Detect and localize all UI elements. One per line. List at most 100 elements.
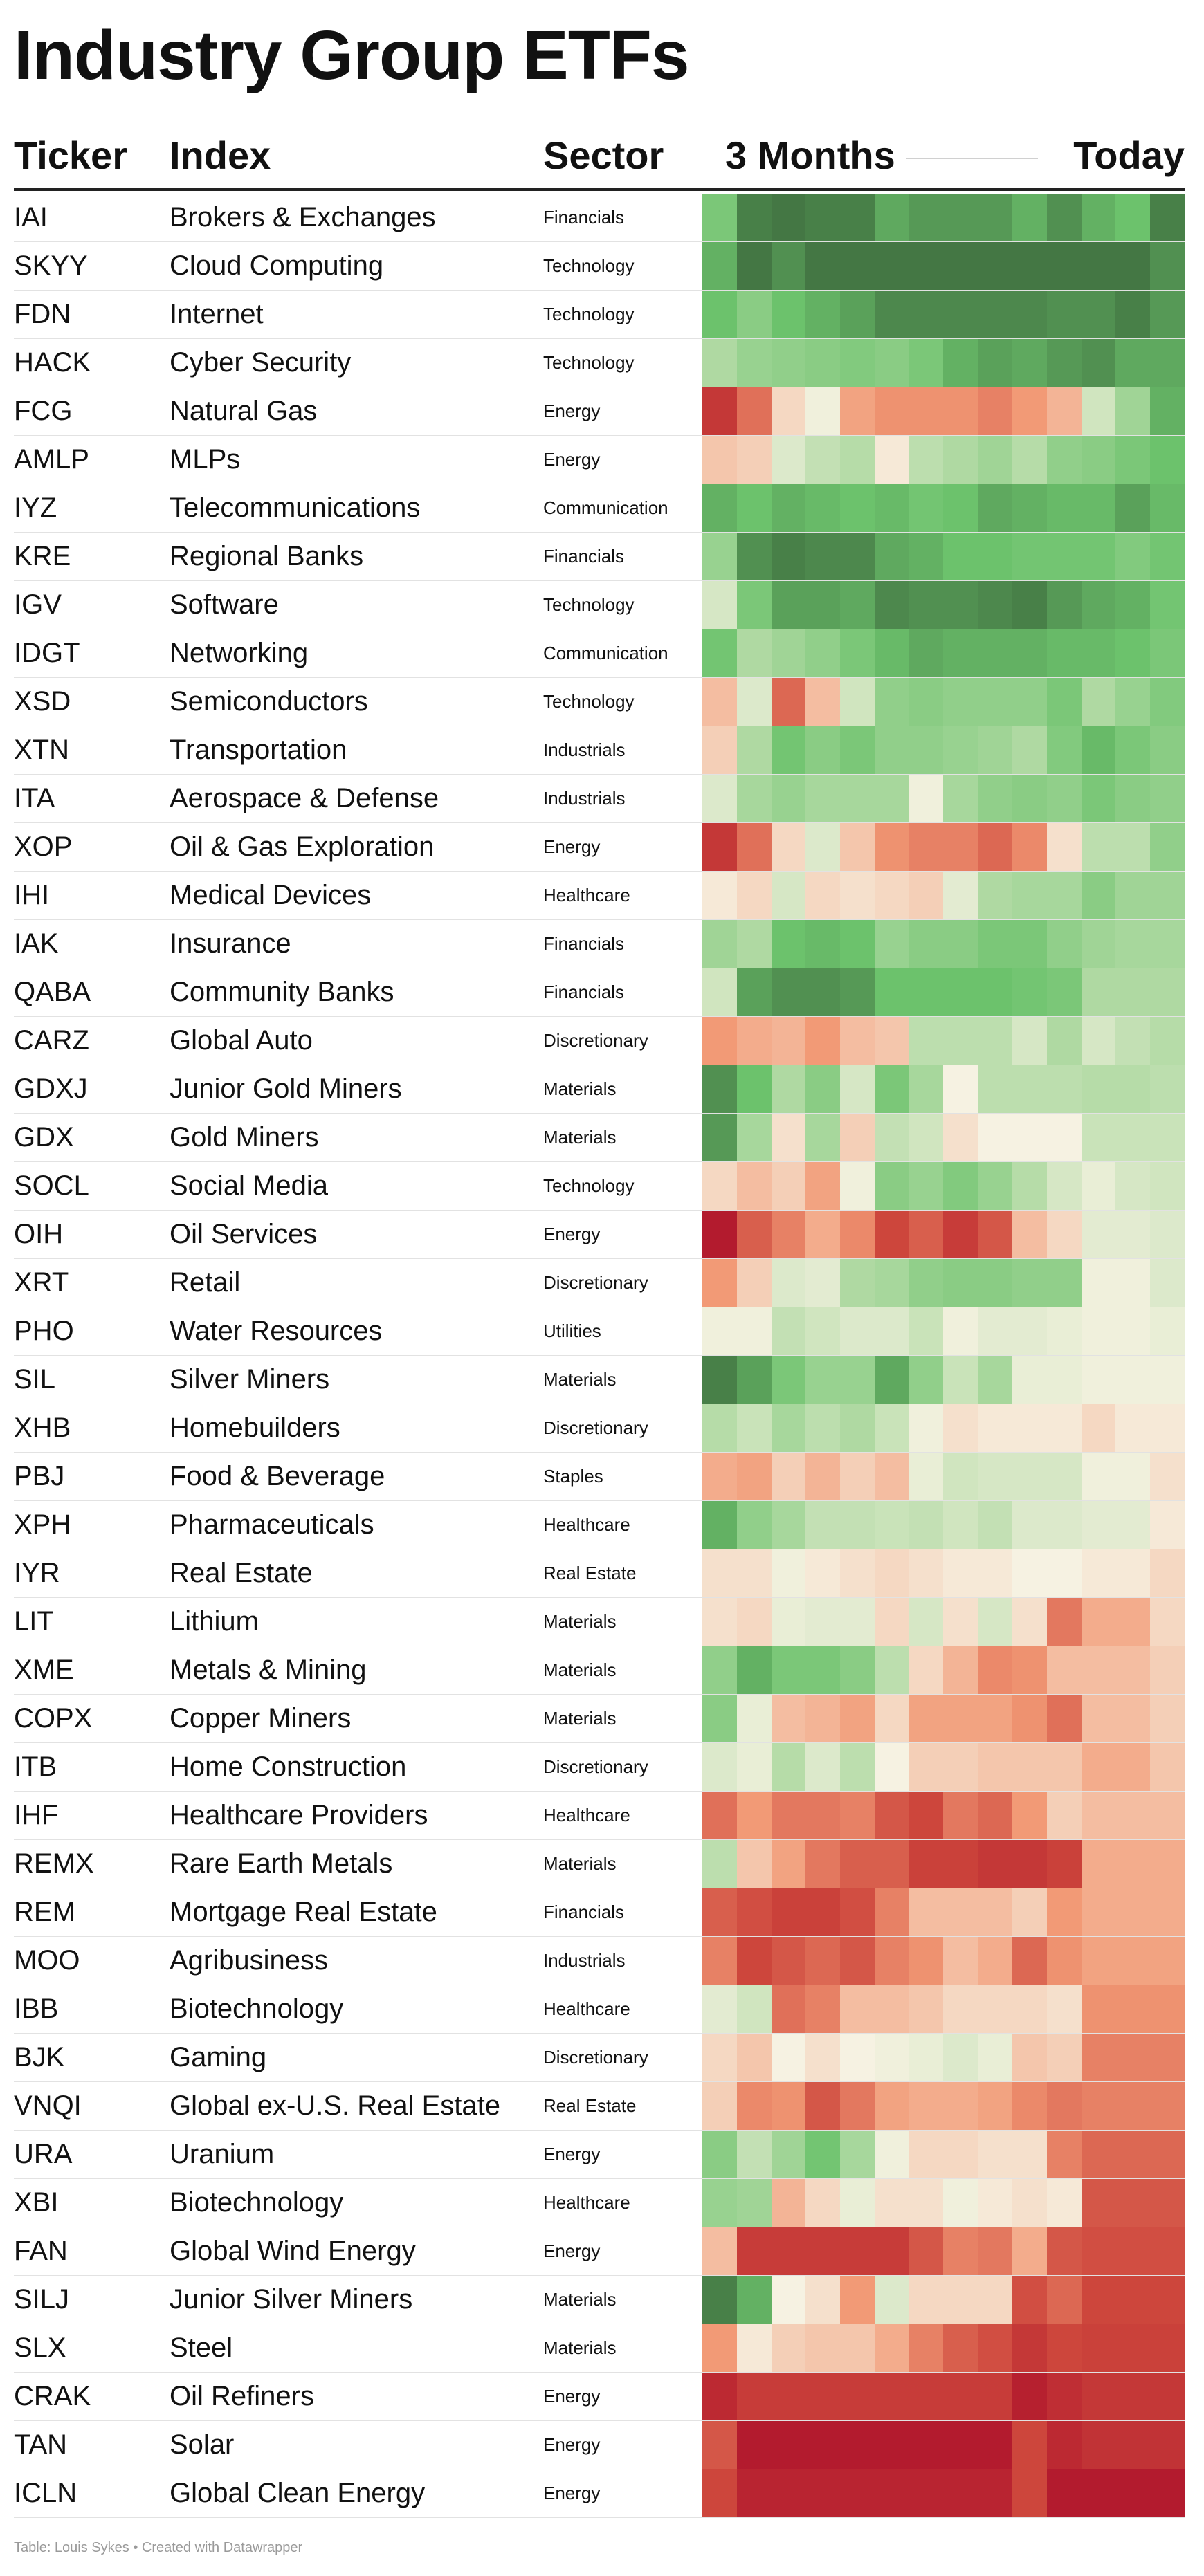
- heatmap-strip: [702, 1065, 1185, 1113]
- heatmap-cell: [736, 1017, 772, 1065]
- heatmap-cell: [978, 436, 1013, 484]
- heatmap-cell: [874, 1937, 909, 1985]
- heatmap-cell: [805, 1162, 841, 1210]
- heatmap-strip: [702, 1985, 1185, 2033]
- heatmap-cell: [771, 1840, 806, 1888]
- heatmap-cell: [736, 1840, 772, 1888]
- heatmap-cell: [1150, 1598, 1185, 1646]
- heatmap-cell: [736, 242, 772, 290]
- sector-cell: Technology: [543, 594, 635, 615]
- heatmap-cell: [1115, 775, 1151, 822]
- table-row: IYZ Telecommunications Communication: [14, 484, 1185, 533]
- heatmap-cell: [1115, 1985, 1151, 2033]
- heatmap-cell: [1046, 726, 1082, 774]
- heatmap-cell: [702, 2034, 737, 2081]
- index-cell: Transportation: [170, 735, 347, 765]
- heatmap-cell: [874, 1259, 909, 1307]
- heatmap-cell: [771, 678, 806, 726]
- heatmap-cell: [1012, 2082, 1047, 2130]
- table-row: XSD Semiconductors Technology: [14, 678, 1185, 726]
- heatmap-strip: [702, 629, 1185, 677]
- heatmap-cell: [840, 194, 875, 241]
- heatmap-cell: [805, 1888, 841, 1936]
- sector-cell: Staples: [543, 1466, 603, 1487]
- heatmap-cell: [943, 2324, 978, 2372]
- heatmap-cell: [1150, 872, 1185, 919]
- heatmap-cell: [771, 2469, 806, 2517]
- heatmap-cell: [805, 387, 841, 435]
- heatmap-cell: [1150, 436, 1185, 484]
- heatmap-cell: [736, 1259, 772, 1307]
- heatmap-cell: [978, 1985, 1013, 2033]
- table-row: REMX Rare Earth Metals Materials: [14, 1840, 1185, 1888]
- heatmap-cell: [978, 1065, 1013, 1113]
- ticker-cell: PBJ: [14, 1461, 65, 1491]
- heatmap-cell: [978, 775, 1013, 822]
- heatmap-cell: [702, 823, 737, 871]
- heatmap-cell: [736, 872, 772, 919]
- heatmap-cell: [1012, 2421, 1047, 2469]
- heatmap-cell: [1150, 1743, 1185, 1791]
- heatmap-cell: [978, 823, 1013, 871]
- heatmap-cell: [874, 1840, 909, 1888]
- index-cell: Medical Devices: [170, 880, 372, 910]
- heatmap-strip: [702, 1211, 1185, 1258]
- heatmap-cell: [736, 1695, 772, 1742]
- heatmap-cell: [874, 1743, 909, 1791]
- index-cell: Networking: [170, 638, 309, 668]
- heatmap-cell: [736, 920, 772, 968]
- ticker-cell: URA: [14, 2139, 73, 2169]
- heatmap-cell: [909, 1453, 944, 1500]
- heatmap-cell: [840, 1114, 875, 1161]
- heatmap-cell: [1081, 291, 1116, 338]
- heatmap-cell: [840, 775, 875, 822]
- heatmap-cell: [1150, 1549, 1185, 1597]
- heatmap-strip: [702, 1695, 1185, 1742]
- heatmap-cell: [874, 1211, 909, 1258]
- heatmap-cell: [909, 872, 944, 919]
- heatmap-strip: [702, 1356, 1185, 1404]
- heatmap-cell: [978, 678, 1013, 726]
- heatmap-cell: [1150, 2034, 1185, 2081]
- heatmap-cell: [805, 581, 841, 629]
- table-row: PHO Water Resources Utilities: [14, 1307, 1185, 1356]
- heatmap-cell: [943, 1307, 978, 1355]
- heatmap-cell: [1046, 1792, 1082, 1839]
- ticker-cell: FCG: [14, 396, 73, 426]
- heatmap-cell: [771, 726, 806, 774]
- heatmap-cell: [978, 2179, 1013, 2227]
- heatmap-cell: [1150, 1646, 1185, 1694]
- heatmap-cell: [840, 291, 875, 338]
- heatmap-cell: [1150, 1888, 1185, 1936]
- index-cell: Lithium: [170, 1606, 259, 1637]
- heatmap-cell: [978, 2034, 1013, 2081]
- heatmap-cell: [805, 1453, 841, 1500]
- heatmap-strip: [702, 2324, 1185, 2372]
- heatmap-cell: [1012, 629, 1047, 677]
- heatmap-strip: [702, 920, 1185, 968]
- ticker-cell: XOP: [14, 831, 73, 862]
- sector-cell: Healthcare: [543, 1805, 630, 1825]
- heatmap-cell: [1081, 920, 1116, 968]
- heatmap-cell: [978, 1453, 1013, 1500]
- heatmap-cell: [874, 484, 909, 532]
- heatmap-cell: [874, 872, 909, 919]
- heatmap-cell: [1046, 533, 1082, 580]
- heatmap-cell: [1046, 872, 1082, 919]
- heatmap-cell: [736, 2227, 772, 2275]
- table-row: SOCL Social Media Technology: [14, 1162, 1185, 1211]
- heatmap-cell: [840, 1743, 875, 1791]
- heatmap-strip: [702, 2227, 1185, 2275]
- heatmap-cell: [805, 2131, 841, 2178]
- heatmap-cell: [1115, 1937, 1151, 1985]
- heatmap-cell: [909, 194, 944, 241]
- heatmap-cell: [1012, 2324, 1047, 2372]
- heatmap-cell: [909, 1792, 944, 1839]
- ticker-cell: REM: [14, 1897, 75, 1927]
- heatmap-cell: [702, 1937, 737, 1985]
- ticker-cell: CRAK: [14, 2381, 91, 2411]
- heatmap-cell: [1150, 678, 1185, 726]
- sector-cell: Materials: [543, 1127, 617, 1148]
- heatmap-cell: [1081, 775, 1116, 822]
- ticker-cell: IHI: [14, 880, 50, 910]
